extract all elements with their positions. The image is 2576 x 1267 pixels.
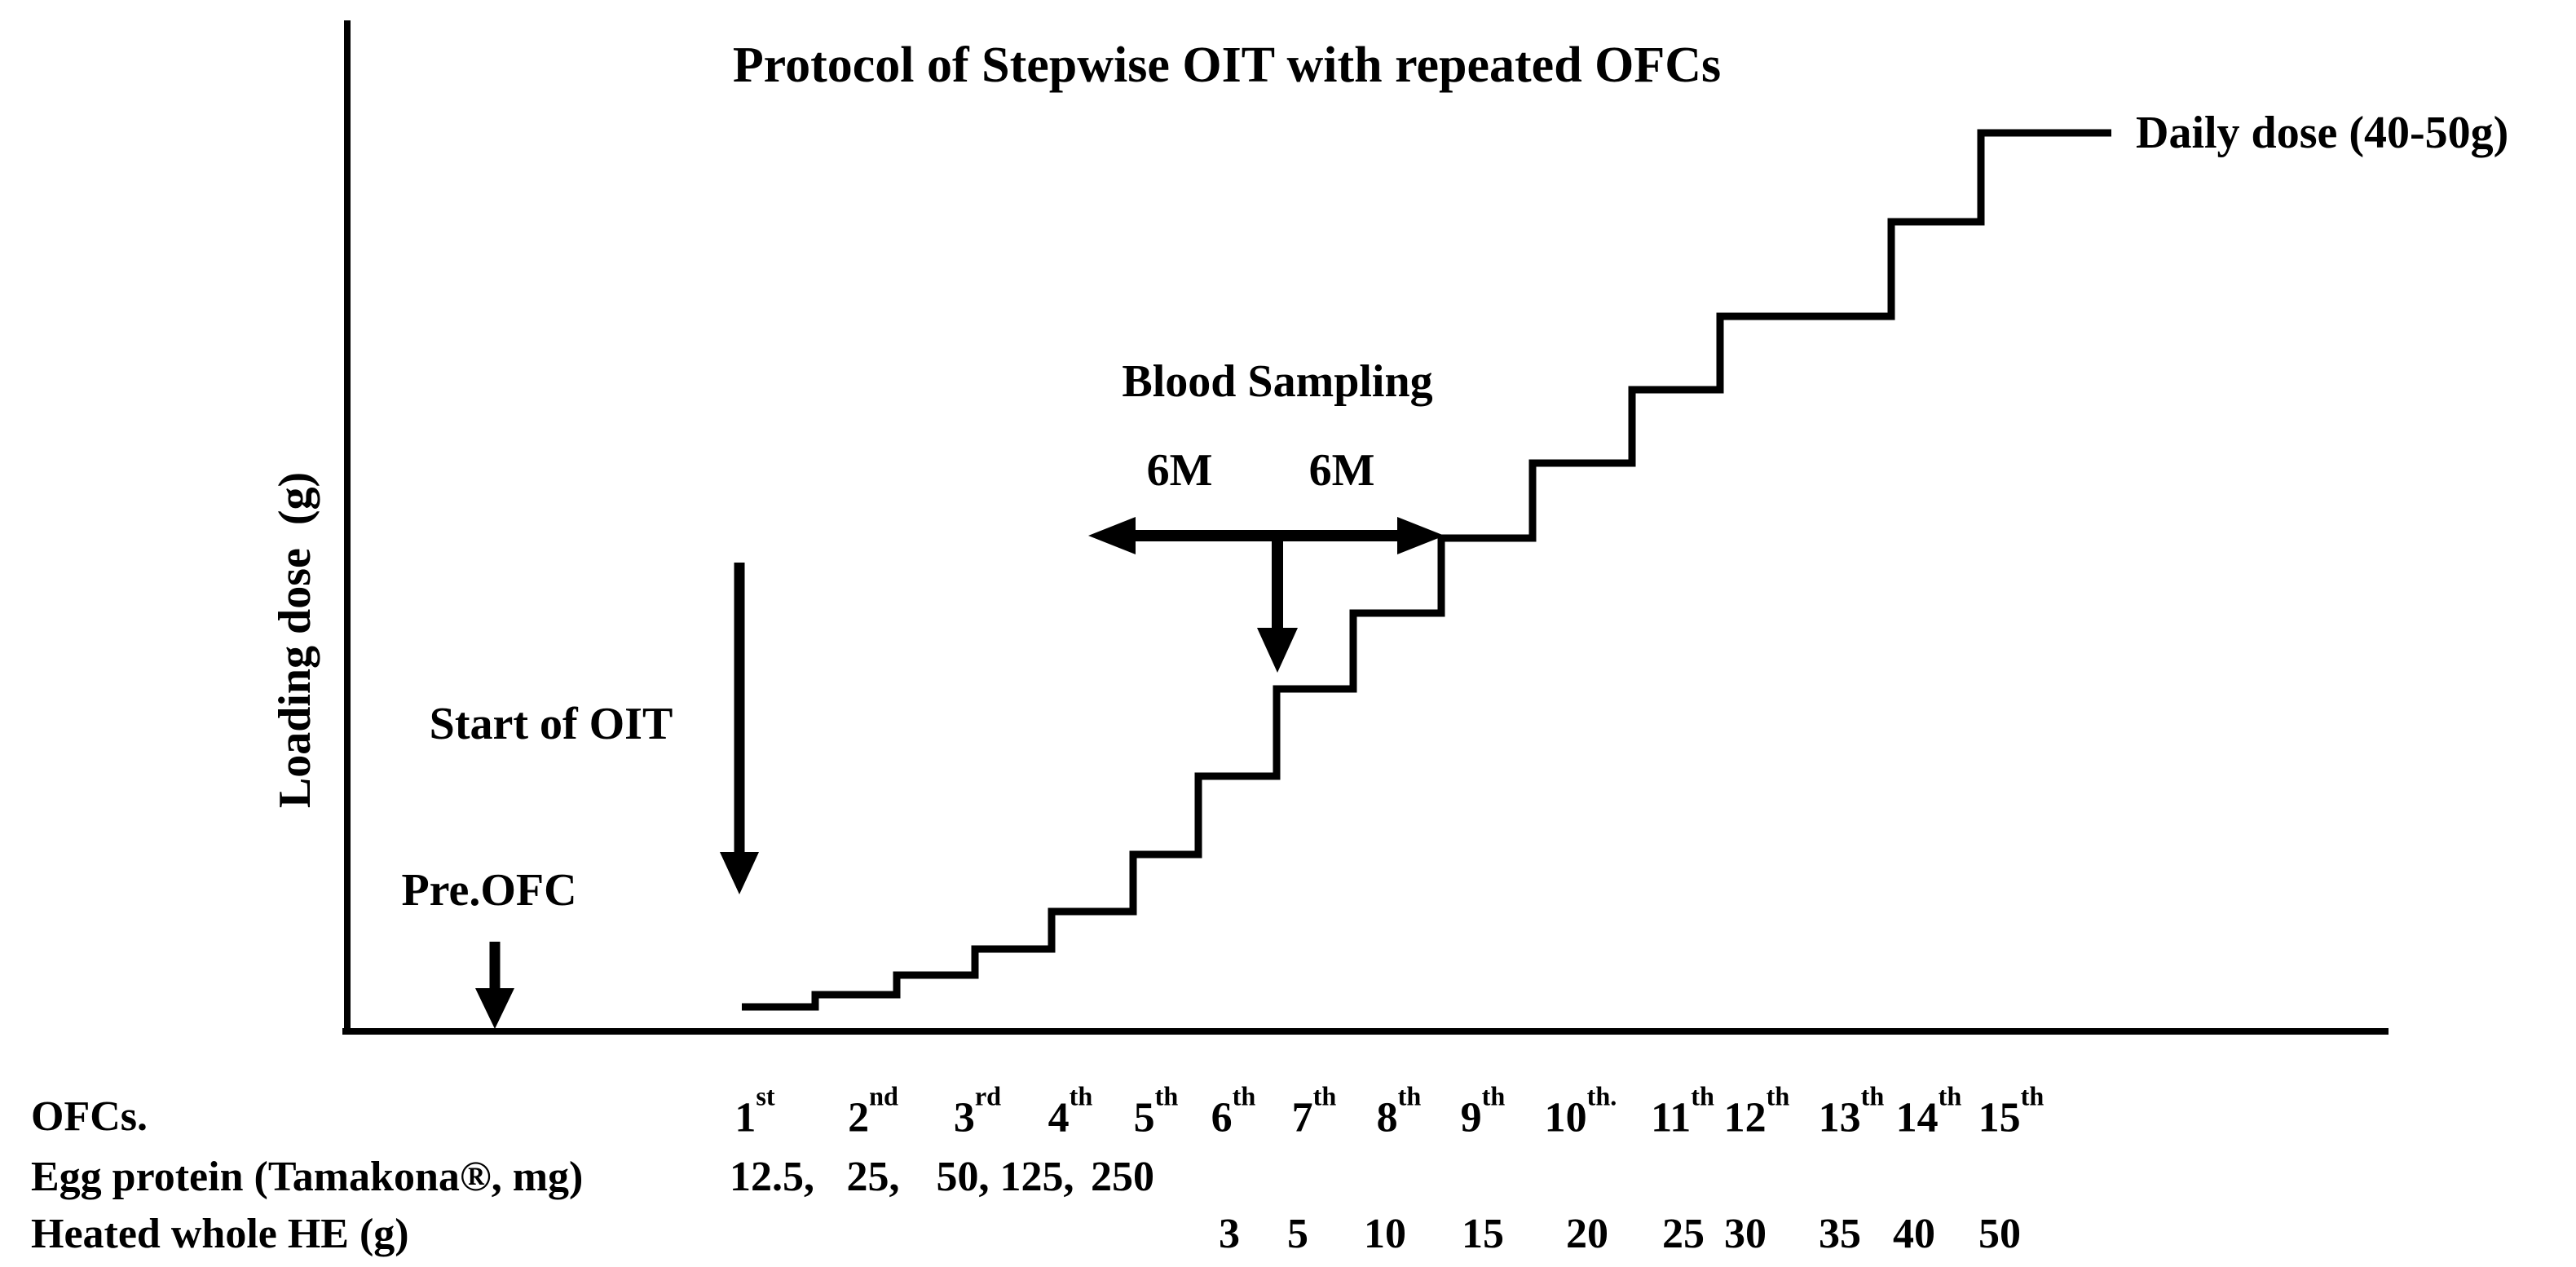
ofc-ordinal-suffix: nd xyxy=(869,1080,898,1110)
footer-heated-he-row-label: Heated whole HE (g) xyxy=(31,1211,409,1257)
daily-dose-label: Daily dose (40-50g) xyxy=(2136,108,2509,158)
ofc-ordinal-number: 12 xyxy=(1723,1094,1767,1141)
ofc-ordinal-number: 9 xyxy=(1460,1094,1482,1141)
ofc-ordinal-number: 11 xyxy=(1651,1094,1692,1141)
pre-ofc-arrow-head xyxy=(475,988,514,1029)
interval-6m-right-label: 6M xyxy=(1308,445,1375,496)
egg-protein-value: 25, xyxy=(846,1154,900,1200)
blood-sampling-label: Blood Sampling xyxy=(1122,356,1433,407)
ofc-ordinal-suffix: th. xyxy=(1586,1080,1617,1110)
ofc-ordinal-number: 1 xyxy=(734,1094,756,1141)
ofc-ordinal-number: 15 xyxy=(1978,1094,2021,1141)
egg-protein-value: 12.5, xyxy=(730,1154,814,1200)
heated-he-value: 30 xyxy=(1724,1211,1767,1257)
y-axis-label: Loading dose (g) xyxy=(270,471,320,809)
start-of-oit-arrow-head xyxy=(720,852,759,894)
ofc-ordinal-number: 13 xyxy=(1818,1094,1861,1141)
ofc-ordinal-label: 13th xyxy=(1818,1083,1885,1141)
ofc-ordinal-suffix: th xyxy=(1232,1080,1256,1110)
ofc-ordinal-suffix: th xyxy=(1860,1080,1885,1110)
ofc-ordinal-label: 3rd xyxy=(953,1083,1001,1141)
ofc-ordinal-label: 4th xyxy=(1048,1083,1093,1141)
ofc-ordinal-number: 6 xyxy=(1211,1094,1233,1141)
ofc-ordinal-label: 8th xyxy=(1376,1083,1422,1141)
ofc-ordinal-suffix: st xyxy=(756,1080,775,1110)
ofc-ordinal-number: 2 xyxy=(848,1094,870,1141)
ofc-ordinal-suffix: th xyxy=(1069,1080,1093,1110)
ofc-ordinal-label: 10th. xyxy=(1544,1083,1617,1141)
ofc-ordinal-suffix: th xyxy=(1154,1080,1179,1110)
ofc-ordinal-number: 3 xyxy=(953,1094,975,1141)
ofc-ordinal-label: 9th xyxy=(1460,1083,1506,1141)
ofc-ordinal-suffix: th xyxy=(1938,1080,1962,1110)
ofc-ordinal-label: 11th xyxy=(1651,1083,1714,1141)
figure-title: Protocol of Stepwise OIT with repeated O… xyxy=(732,38,1722,93)
ofc-ordinal-suffix: rd xyxy=(974,1080,1002,1110)
ofc-ordinal-label: 1st xyxy=(734,1083,774,1141)
heated-he-value: 5 xyxy=(1287,1211,1308,1257)
heated-he-value: 3 xyxy=(1219,1211,1240,1257)
heated-he-value: 25 xyxy=(1662,1211,1705,1257)
footer-ofcs-row-label: OFCs. xyxy=(31,1093,148,1140)
blood-sampling-marker-arrow-head xyxy=(1257,628,1298,673)
ofc-ordinal-label: 15th xyxy=(1978,1083,2044,1141)
ofc-ordinal-label: 2nd xyxy=(848,1083,898,1141)
blood-sampling-range-arrow-left-head xyxy=(1088,517,1136,554)
ofc-ordinal-label: 5th xyxy=(1133,1083,1179,1141)
ofc-ordinal-suffix: th xyxy=(1691,1080,1714,1110)
heated-he-value: 20 xyxy=(1566,1211,1608,1257)
ofc-ordinal-label: 7th xyxy=(1291,1083,1337,1141)
ofc-ordinal-number: 10 xyxy=(1544,1094,1587,1141)
ofc-ordinal-number: 7 xyxy=(1291,1094,1313,1141)
heated-he-value: 35 xyxy=(1819,1211,1861,1257)
footer-egg-protein-row-label: Egg protein (Tamakona®, mg) xyxy=(31,1154,584,1200)
ofc-ordinal-suffix: th xyxy=(1397,1080,1422,1110)
pre-ofc-label: Pre.OFC xyxy=(401,865,577,916)
egg-protein-value: 250 xyxy=(1091,1154,1154,1200)
ofc-ordinal-label: 12th xyxy=(1723,1083,1790,1141)
blood-sampling-range-arrow-right-head xyxy=(1397,517,1445,554)
ofc-ordinal-number: 8 xyxy=(1376,1094,1398,1141)
ofc-ordinal-number: 14 xyxy=(1895,1094,1939,1141)
heated-he-value: 15 xyxy=(1462,1211,1504,1257)
ofc-ordinal-number: 5 xyxy=(1133,1094,1155,1141)
start-of-oit-label: Start of OIT xyxy=(429,699,673,749)
heated-he-value: 50 xyxy=(1978,1211,2021,1257)
heated-he-value: 10 xyxy=(1364,1211,1406,1257)
ofc-ordinal-suffix: th xyxy=(1312,1080,1337,1110)
ofc-ordinal-label: 14th xyxy=(1895,1083,1962,1141)
staircase-step-line xyxy=(742,129,2111,1011)
egg-protein-value: 50, xyxy=(936,1154,990,1200)
ofc-ordinal-label: 6th xyxy=(1211,1083,1256,1141)
ofc-ordinal-suffix: th xyxy=(1481,1080,1506,1110)
ofc-ordinal-suffix: th xyxy=(1766,1080,1790,1110)
egg-protein-value: 125, xyxy=(999,1154,1074,1200)
interval-6m-left-label: 6M xyxy=(1146,445,1213,496)
heated-he-value: 40 xyxy=(1893,1211,1935,1257)
ofc-ordinal-number: 4 xyxy=(1048,1094,1070,1141)
ofc-ordinal-suffix: th xyxy=(2020,1080,2044,1110)
